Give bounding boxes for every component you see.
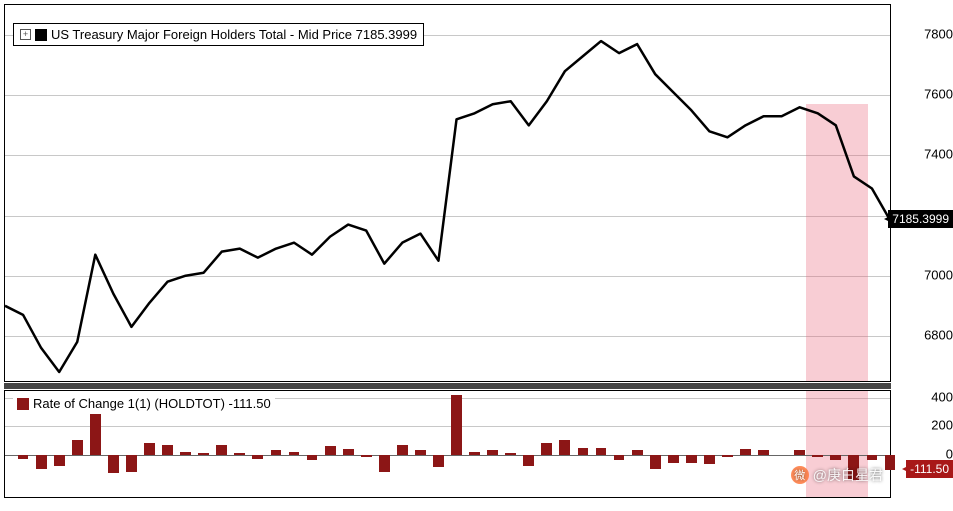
bar bbox=[433, 455, 444, 468]
bar bbox=[885, 455, 896, 471]
lower-y-axis: 0 200 400 bbox=[893, 390, 953, 498]
expand-icon[interactable]: + bbox=[20, 29, 31, 40]
bar bbox=[72, 440, 83, 454]
bar bbox=[397, 445, 408, 455]
y-tick-label: 400 bbox=[925, 390, 953, 405]
weibo-icon: 微 bbox=[791, 466, 809, 484]
bar bbox=[234, 453, 245, 454]
bar bbox=[108, 455, 119, 473]
bar bbox=[289, 452, 300, 455]
y-tick-label: 7400 bbox=[918, 147, 953, 162]
bar bbox=[18, 455, 29, 459]
bar bbox=[126, 455, 137, 472]
bar bbox=[794, 450, 805, 454]
bar bbox=[596, 448, 607, 455]
upper-legend[interactable]: + US Treasury Major Foreign Holders Tota… bbox=[13, 23, 424, 46]
bar bbox=[614, 455, 625, 461]
bar bbox=[144, 443, 155, 454]
current-value-flag-upper: 7185.3999 bbox=[888, 210, 953, 228]
bar bbox=[686, 455, 697, 463]
bar bbox=[578, 448, 589, 455]
bar bbox=[162, 445, 173, 455]
bar bbox=[758, 450, 769, 454]
chart-container: + US Treasury Major Foreign Holders Tota… bbox=[0, 0, 953, 511]
bar-series-swatch bbox=[17, 398, 29, 410]
y-tick-label: 7800 bbox=[918, 27, 953, 42]
bar bbox=[451, 395, 462, 454]
lower-bar-chart: Rate of Change 1(1) (HOLDTOT) -111.50 bbox=[4, 390, 891, 498]
bar bbox=[867, 455, 878, 461]
y-tick-label: 7600 bbox=[918, 87, 953, 102]
bar bbox=[740, 449, 751, 455]
upper-line-chart: + US Treasury Major Foreign Holders Tota… bbox=[4, 4, 891, 382]
bar bbox=[668, 455, 679, 463]
lower-legend[interactable]: Rate of Change 1(1) (HOLDTOT) -111.50 bbox=[13, 394, 275, 413]
bar bbox=[36, 455, 47, 469]
bar bbox=[487, 450, 498, 454]
bar bbox=[830, 455, 841, 461]
bar bbox=[505, 453, 516, 454]
bar bbox=[343, 449, 354, 455]
y-tick-label: 0 bbox=[940, 446, 953, 461]
bar bbox=[559, 440, 570, 454]
bar bbox=[271, 450, 282, 454]
bar bbox=[252, 455, 263, 459]
upper-legend-text: US Treasury Major Foreign Holders Total … bbox=[51, 27, 417, 42]
bar bbox=[812, 455, 823, 458]
bar bbox=[650, 455, 661, 469]
bar bbox=[325, 446, 336, 454]
bar bbox=[54, 455, 65, 466]
bar bbox=[632, 450, 643, 454]
bar bbox=[361, 455, 372, 458]
line-series-svg bbox=[5, 5, 890, 381]
bar bbox=[704, 455, 715, 465]
bar bbox=[216, 445, 227, 455]
bar bbox=[198, 453, 209, 454]
upper-y-axis: 680070007200740076007800 bbox=[893, 4, 953, 382]
current-value-flag-lower: -111.50 bbox=[906, 460, 953, 478]
panel-divider bbox=[4, 383, 891, 389]
bar bbox=[307, 455, 318, 461]
bar bbox=[541, 443, 552, 454]
y-tick-label: 7000 bbox=[918, 267, 953, 282]
bar bbox=[469, 452, 480, 455]
line-series-swatch bbox=[35, 29, 47, 41]
bar bbox=[523, 455, 534, 466]
bar bbox=[415, 450, 426, 454]
bar bbox=[722, 455, 733, 458]
y-tick-label: 200 bbox=[925, 418, 953, 433]
watermark: 微 @庚白星君 bbox=[791, 465, 883, 485]
lower-legend-text: Rate of Change 1(1) (HOLDTOT) -111.50 bbox=[33, 396, 271, 411]
gridline bbox=[5, 426, 890, 427]
bar bbox=[180, 452, 191, 455]
bar bbox=[379, 455, 390, 472]
y-tick-label: 6800 bbox=[918, 327, 953, 342]
bar bbox=[90, 414, 101, 455]
